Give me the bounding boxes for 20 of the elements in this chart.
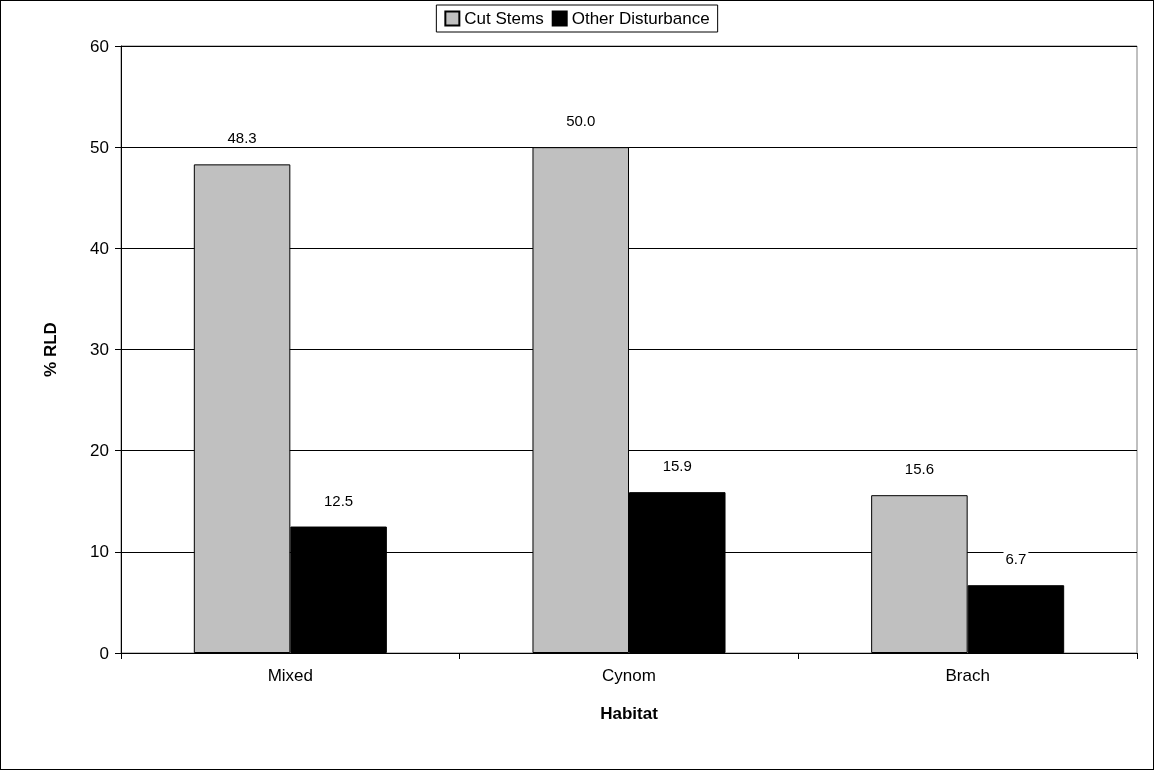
y-tick-label: 30 [90, 340, 109, 359]
y-tick-label: 10 [90, 542, 109, 562]
y-tick-label: 0 [99, 643, 109, 663]
x-tick-label: Mixed [267, 666, 314, 685]
data-label: 12.5 [323, 491, 354, 509]
y-tick-label: 50 [90, 137, 109, 157]
data-label: 15.9 [662, 457, 692, 475]
y-tick-label: 20 [90, 441, 109, 461]
data-label: 48.3 [227, 129, 257, 147]
y-tick-label: 40 [90, 238, 109, 258]
legend-label: Cut Stems [464, 9, 544, 28]
x-tick-label: Brach [945, 666, 990, 685]
data-label: 6.7 [1005, 550, 1027, 568]
y-tick-label: 60 [90, 36, 109, 56]
data-label: 15.6 [904, 460, 935, 478]
x-axis-title: Habitat [600, 704, 659, 723]
y-axis-title: % RLD [41, 322, 60, 377]
data-label: 50.0 [566, 112, 596, 130]
legend-label: Other Disturbance [571, 9, 710, 28]
x-tick-label: Cynom [602, 666, 656, 685]
